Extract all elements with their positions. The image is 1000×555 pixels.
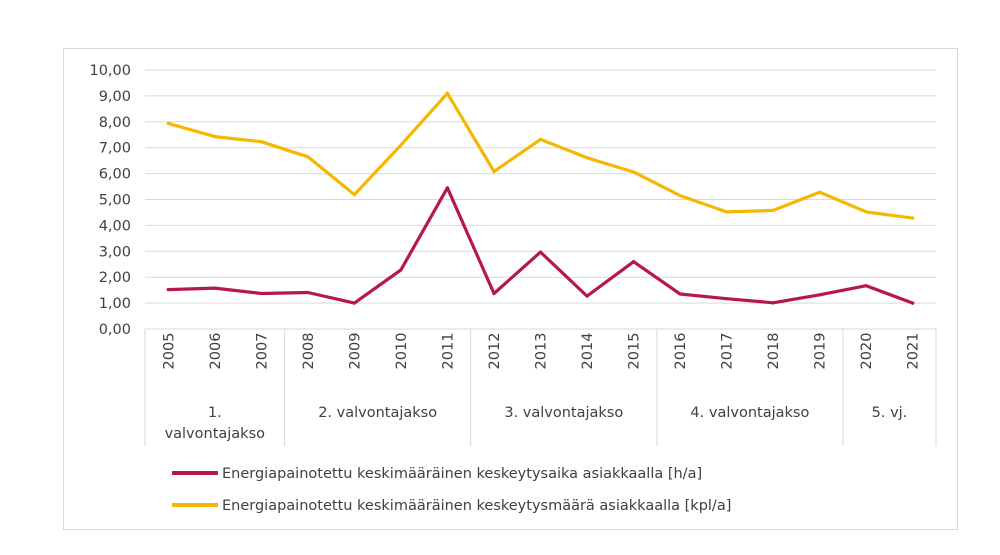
group-label: valvontajakso (165, 426, 266, 442)
y-tick-label: 4,00 (99, 218, 131, 234)
data-point (678, 194, 682, 198)
x-tick-label: 2017 (720, 333, 736, 370)
data-point (399, 268, 403, 272)
data-point (771, 301, 775, 305)
x-tick-label: 2009 (347, 333, 363, 370)
data-point (585, 294, 589, 298)
data-point (725, 210, 729, 214)
data-point (492, 291, 496, 296)
x-tick-label: 2005 (161, 333, 177, 370)
y-tick-label: 0,00 (99, 322, 131, 338)
chart-frame (63, 48, 958, 530)
data-point (631, 170, 636, 174)
y-tick-label: 10,00 (89, 63, 131, 79)
data-point (352, 192, 356, 197)
y-tick-label: 7,00 (99, 141, 131, 157)
x-tick-label: 2010 (394, 333, 410, 370)
data-point (445, 186, 450, 190)
data-point (585, 156, 589, 160)
data-point (213, 286, 217, 290)
x-tick-label: 2014 (580, 333, 596, 370)
x-tick-label: 2006 (208, 333, 224, 370)
y-tick-label: 3,00 (99, 244, 131, 260)
data-point (818, 293, 822, 297)
x-tick-label: 2018 (766, 333, 782, 370)
group-label: 1. (208, 405, 222, 421)
data-point (911, 301, 915, 305)
x-tick-label: 2013 (534, 333, 550, 370)
x-tick-label: 2015 (627, 333, 643, 370)
data-point (213, 134, 217, 139)
data-point (259, 291, 263, 296)
x-tick-label: 2012 (487, 333, 503, 370)
data-point (818, 190, 822, 194)
data-point (864, 210, 868, 214)
x-tick-label: 2007 (254, 333, 270, 370)
data-point (306, 155, 310, 159)
x-tick-label: 2011 (440, 333, 456, 370)
data-point (166, 288, 170, 292)
data-point (538, 250, 543, 254)
data-point (725, 297, 729, 301)
group-label: 5. vj. (872, 405, 908, 421)
group-label: 4. valvontajakso (690, 405, 809, 421)
data-point (538, 137, 543, 142)
data-point (864, 284, 868, 288)
x-tick-label: 2021 (906, 333, 922, 370)
x-tick-label: 2019 (813, 333, 829, 370)
group-label: 3. valvontajakso (504, 405, 623, 421)
y-tick-label: 1,00 (99, 296, 131, 312)
data-point (771, 208, 775, 212)
data-point (911, 216, 915, 220)
series-line-1 (166, 186, 915, 305)
legend-label: Energiapainotettu keskimääräinen keskeyt… (222, 466, 702, 482)
y-tick-label: 2,00 (99, 270, 131, 286)
data-point (352, 301, 356, 305)
data-point (678, 292, 682, 296)
x-tick-label: 2020 (859, 333, 875, 370)
x-tick-label: 2016 (673, 333, 689, 370)
group-label: 2. valvontajakso (318, 405, 437, 421)
data-point (259, 140, 263, 144)
data-point (492, 169, 496, 174)
data-point (166, 121, 170, 125)
y-tick-label: 5,00 (99, 193, 131, 209)
legend-label: Energiapainotettu keskimääräinen keskeyt… (222, 498, 731, 514)
x-tick-label: 2008 (301, 333, 317, 370)
y-tick-label: 6,00 (99, 167, 131, 183)
data-point (631, 260, 636, 264)
data-point (445, 91, 450, 95)
data-point (399, 143, 403, 147)
y-tick-label: 8,00 (99, 115, 131, 131)
data-point (306, 290, 310, 295)
y-tick-label: 9,00 (99, 89, 131, 105)
